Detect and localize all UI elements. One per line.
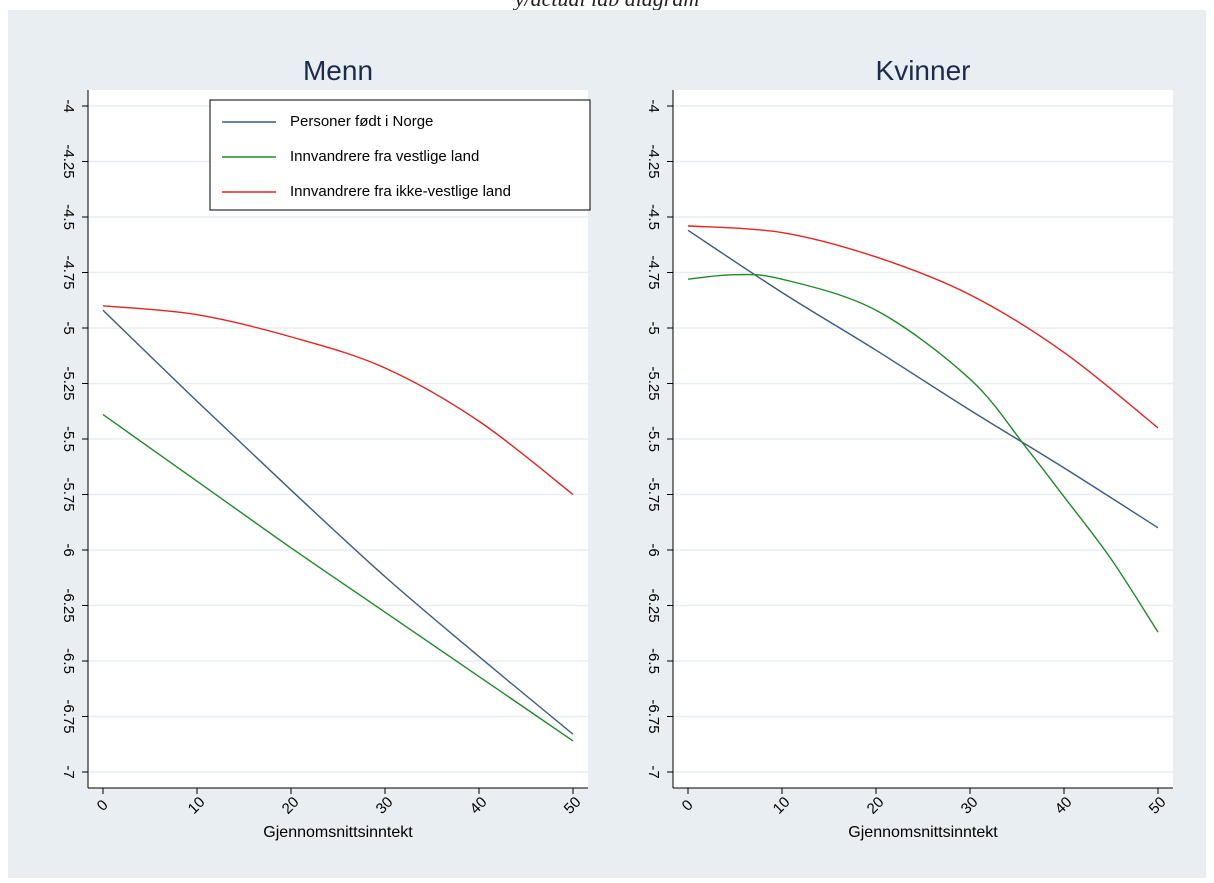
figure: -4 -4.25 -4.5 -4.75 -5 -5.25 -5.5 -5.75 -6 -6.25 -… (8, 10, 1206, 878)
legend-entry: Innvandrere fra ikke-vestlige land (290, 183, 511, 200)
y-tick-label: -6.75 (645, 699, 662, 733)
series-line (687, 225, 1159, 429)
series-line (687, 273, 1159, 633)
series-line (687, 229, 1159, 529)
y-tick-label: -6 (645, 543, 662, 556)
y-tick-label: -4.75 (645, 255, 662, 289)
y-tick-label: -5.75 (645, 477, 662, 511)
y-tick-label: -4.5 (645, 204, 662, 230)
x-axis-label: Gjennomsnittsinntekt (263, 824, 413, 841)
y-tick-label: -4.75 (60, 255, 77, 289)
series-line (102, 305, 574, 496)
y-tick-label: -4.5 (60, 204, 77, 230)
y-tick-label: -5.25 (60, 366, 77, 400)
y-tick-label: -4.25 (60, 144, 77, 178)
cropped-top-text: y/actual lab diagram (0, 0, 1214, 12)
y-tick-label: -7 (60, 765, 77, 778)
y-tick-label: -4 (645, 99, 662, 112)
panel-kvinner: -4 -4.25 -4.5 -4.75 -5 -5.25 -5.5 -5.75 -6 -6.25 -… (645, 55, 1173, 841)
legend-entry: Personer født i Norge (290, 113, 433, 130)
series-line (102, 309, 574, 735)
y-tick-label: -5.5 (645, 426, 662, 452)
y-tick-label: -5.75 (60, 477, 77, 511)
panel-title: Kvinner (876, 55, 971, 86)
chart-svg: -4 -4.25 -4.5 -4.75 -5 -5.25 -5.5 -5.75 -6 -6.25 -… (8, 10, 1206, 878)
y-tick-label: -7 (645, 765, 662, 778)
x-axis-label: Gjennomsnittsinntekt (848, 824, 998, 841)
y-tick-label: -6 (60, 543, 77, 556)
y-tick-label: -6.75 (60, 699, 77, 733)
legend: Personer født i Norge Innvandrere fra ves… (209, 99, 591, 211)
y-tick-label: -5.25 (645, 366, 662, 400)
panel-title: Menn (303, 55, 373, 86)
panel-menn: -4 -4.25 -4.5 -4.75 -5 -5.25 -5.5 -5.75 -6 -6.25 -… (60, 55, 591, 841)
y-tick-label: -4.25 (645, 144, 662, 178)
legend-entry: Innvandrere fra vestlige land (290, 148, 479, 165)
y-tick-label: -6.5 (60, 648, 77, 674)
y-tick-label: -5 (60, 321, 77, 334)
series-line (102, 414, 574, 742)
y-tick-label: -6.25 (60, 588, 77, 622)
y-tick-label: -4 (60, 99, 77, 112)
y-tick-label: -6.25 (645, 588, 662, 622)
y-tick-label: -6.5 (645, 648, 662, 674)
y-tick-label: -5 (645, 321, 662, 334)
y-tick-label: -5.5 (60, 426, 77, 452)
